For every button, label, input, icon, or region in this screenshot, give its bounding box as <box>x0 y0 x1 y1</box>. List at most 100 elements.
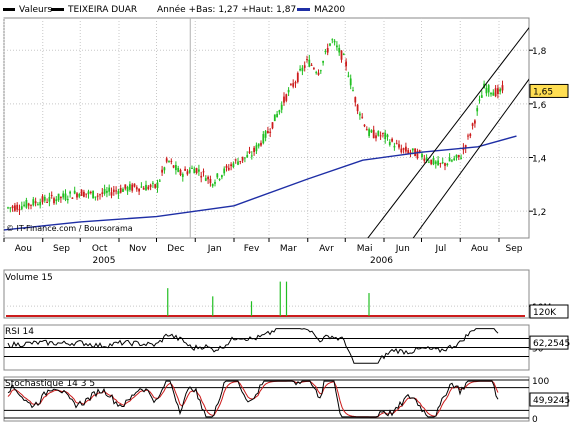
x-year-label: 2005 <box>93 256 116 266</box>
candle-body <box>359 113 361 116</box>
candle-body <box>395 143 398 145</box>
candle-body <box>338 47 341 53</box>
candle-body <box>455 154 458 158</box>
candle-body <box>218 178 221 180</box>
candle-body <box>446 163 449 166</box>
price-current-box <box>529 83 569 98</box>
candle-body <box>494 88 497 97</box>
candle-body <box>41 196 44 203</box>
candle-body <box>165 158 168 162</box>
candle-body <box>87 191 90 195</box>
price-y-tick-label: 1,6 <box>532 101 547 111</box>
rsi-line <box>7 328 499 364</box>
candle-body <box>18 209 21 211</box>
price-grid <box>3 18 529 238</box>
rsi-current-box <box>529 335 569 350</box>
watermark: © IT-Finance.com / Boursorama <box>6 224 133 233</box>
candle-body <box>273 114 276 122</box>
candle-body <box>405 146 407 152</box>
candle-body <box>437 160 439 166</box>
candle-body <box>386 134 389 138</box>
stock-name: TEIXEIRA DUAR <box>68 5 138 15</box>
candle-body <box>11 206 14 209</box>
candle-body <box>80 189 83 197</box>
candle-body <box>432 157 435 165</box>
candle-body <box>301 67 304 72</box>
candle-body <box>317 72 320 75</box>
x-month-label: Jun <box>395 244 410 254</box>
candle-body <box>329 43 331 46</box>
candle-body <box>30 204 32 206</box>
candle-body <box>264 131 267 138</box>
price-y-tick-label: 1,2 <box>532 208 546 218</box>
candle-body <box>467 135 469 137</box>
candle-body <box>202 171 205 173</box>
candle-body <box>7 207 9 209</box>
candle-body <box>181 174 184 177</box>
candle-body <box>490 92 492 95</box>
candle-body <box>409 151 412 153</box>
candle-body <box>398 144 400 148</box>
x-month-label: Dec <box>167 244 184 254</box>
candle-body <box>441 162 444 164</box>
candle-body <box>184 168 186 171</box>
price-panel <box>3 17 530 239</box>
candle-body <box>347 75 350 77</box>
candle-body <box>48 196 51 202</box>
candle-body <box>156 182 159 189</box>
candle-body <box>138 188 140 192</box>
candle-body <box>416 150 419 159</box>
candle-body <box>393 145 396 148</box>
candle-body <box>310 64 313 66</box>
candle-body <box>457 154 460 158</box>
candle-body <box>175 164 177 171</box>
candle-body <box>99 194 101 196</box>
candle-body <box>106 190 108 193</box>
candle-body <box>448 157 451 162</box>
candle-body <box>103 188 106 194</box>
x-month-label: Fev <box>244 244 260 254</box>
x-month-label: Nov <box>129 244 147 254</box>
value-boxes: 1,65 120K 62,2545 49,9245 <box>529 83 570 407</box>
candle-body <box>126 186 129 192</box>
price-marks <box>3 26 529 238</box>
candle-body <box>25 200 28 208</box>
candle-body <box>377 131 380 136</box>
candle-body <box>129 184 131 190</box>
candle-body <box>209 178 212 184</box>
candle-body <box>50 195 53 197</box>
candle-body <box>131 184 134 191</box>
candle-body <box>324 50 327 52</box>
candle-body <box>110 192 113 196</box>
candle-body <box>290 84 292 86</box>
candle-body <box>78 194 81 197</box>
x-month-label: Sep <box>506 244 523 254</box>
candle-body <box>287 89 290 93</box>
candle-body <box>428 161 430 163</box>
candle-body <box>37 204 39 206</box>
candle-body <box>333 40 336 43</box>
stoch-title: Stochastique 14 3 5 <box>5 379 96 389</box>
trend-line <box>412 78 529 238</box>
candle-body <box>269 131 272 133</box>
candle-body <box>285 94 288 101</box>
candle-body <box>200 175 203 178</box>
candle-body <box>421 154 423 158</box>
candle-body <box>179 169 182 175</box>
range-text: Année +Bas: 1,27 +Haut: 1,87 <box>157 5 297 15</box>
candle-body <box>223 168 226 174</box>
candle-body <box>89 191 92 193</box>
x-month-label: Jan <box>207 244 222 254</box>
candle-body <box>211 184 214 187</box>
candle-body <box>480 95 483 98</box>
stock-swatch <box>51 8 64 11</box>
candle-body <box>96 195 99 197</box>
candle-body <box>69 191 71 194</box>
candle-body <box>418 150 421 152</box>
candle-body <box>453 158 456 161</box>
candle-body <box>94 196 97 198</box>
volume-panel <box>3 269 530 319</box>
candle-body <box>239 160 242 163</box>
candle-body <box>497 88 499 94</box>
